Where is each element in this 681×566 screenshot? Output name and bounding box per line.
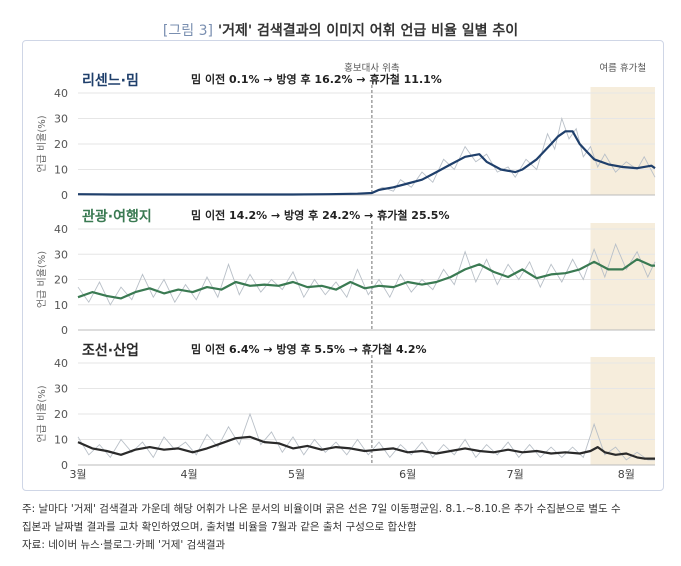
x-tick-label: 4월 (181, 468, 198, 481)
x-tick-label: 5월 (288, 468, 305, 481)
y-tick-label: 10 (54, 299, 68, 312)
x-tick-label: 6월 (399, 468, 416, 481)
event-label: 홍보대사 위촉 (344, 62, 400, 74)
y-tick-label: 40 (54, 357, 68, 370)
y-axis-label: 언급 비율(%) (36, 115, 48, 172)
vacation-shade (590, 87, 655, 195)
figure-number: [그림 3] (162, 23, 213, 39)
panel-title: 조선·산업 (82, 342, 139, 359)
y-tick-label: 0 (61, 459, 68, 472)
source-line: 자료: 네이버 뉴스·블로그·카페 '거제' 검색결과 (22, 539, 226, 551)
footnotes: 주: 날마다 '거제' 검색결과 가운데 해당 어휘가 나온 문서의 비율이며 … (22, 500, 672, 554)
ma7-series-line (77, 435, 655, 460)
chart-frame: 홍보대사 위촉 여름 휴가철 0 10 20 30 40 언급 비율(%) 리센느·밈 밈 이전 … (22, 40, 664, 491)
vacation-shade (590, 357, 655, 465)
ma7-series-line (77, 130, 656, 196)
y-tick-label: 30 (54, 248, 68, 261)
panel-1: 0 10 20 30 40 언급 비율(%) 리센느·밈 밈 이전 0.1% → 방영 후 1… (36, 72, 656, 202)
panel-2: 0 10 20 30 40 언급 비율(%) 관광·여행지 밈 이전 14.2% → 방영 후… (36, 208, 656, 337)
y-tick-label: 0 (61, 324, 68, 337)
y-tick-label: 30 (54, 383, 68, 396)
y-tick-label: 40 (54, 223, 68, 236)
y-tick-label: 10 (54, 434, 68, 447)
panel-title: 관광·여행지 (82, 208, 152, 225)
panel-summary: 밈 이전 14.2% → 방영 후 24.2% → 휴가철 25.5% (191, 208, 449, 222)
y-tick-label: 40 (54, 87, 68, 100)
vacation-shade (590, 223, 655, 330)
panel-title: 리센느·밈 (82, 72, 139, 89)
footnote-line: 주: 날마다 '거제' 검색결과 가운데 해당 어휘가 나온 문서의 비율이며 … (22, 503, 621, 515)
chart-title: [그림 3] '거제' 검색결과의 이미지 어휘 언급 비율 일별 추이 (0, 20, 681, 40)
y-tick-label: 30 (54, 113, 68, 126)
y-tick-label: 20 (54, 274, 68, 287)
y-axis-label: 언급 비율(%) (36, 251, 48, 308)
daily-series-line (77, 242, 656, 306)
y-tick-label: 10 (54, 164, 68, 177)
y-tick-label: 0 (61, 189, 68, 202)
y-tick-label: 20 (54, 408, 68, 421)
figure-title-text: '거제' 검색결과의 이미지 어휘 언급 비율 일별 추이 (217, 23, 519, 39)
x-tick-label: 3월 (69, 468, 86, 481)
daily-series-line (77, 116, 656, 195)
footnote-line: 집본과 날짜별 결과를 교차 확인하였으며, 출처별 비율을 7월과 같은 출처… (22, 521, 417, 533)
y-axis-label: 언급 비율(%) (36, 385, 48, 442)
x-tick-label: 7월 (507, 468, 524, 481)
panel-summary: 밈 이전 0.1% → 방영 후 16.2% → 휴가철 11.1% (191, 72, 442, 86)
x-tick-label: 8월 (618, 468, 635, 481)
panel-3: 0 10 20 30 40 언급 비율(%) 조선·산업 밈 이전 6.4% → 방영 후 5… (36, 342, 655, 472)
vacation-label: 여름 휴가철 (599, 62, 646, 74)
panel-summary: 밈 이전 6.4% → 방영 후 5.5% → 휴가철 4.2% (191, 342, 427, 356)
ma7-series-line (77, 258, 655, 300)
y-tick-label: 20 (54, 138, 68, 151)
